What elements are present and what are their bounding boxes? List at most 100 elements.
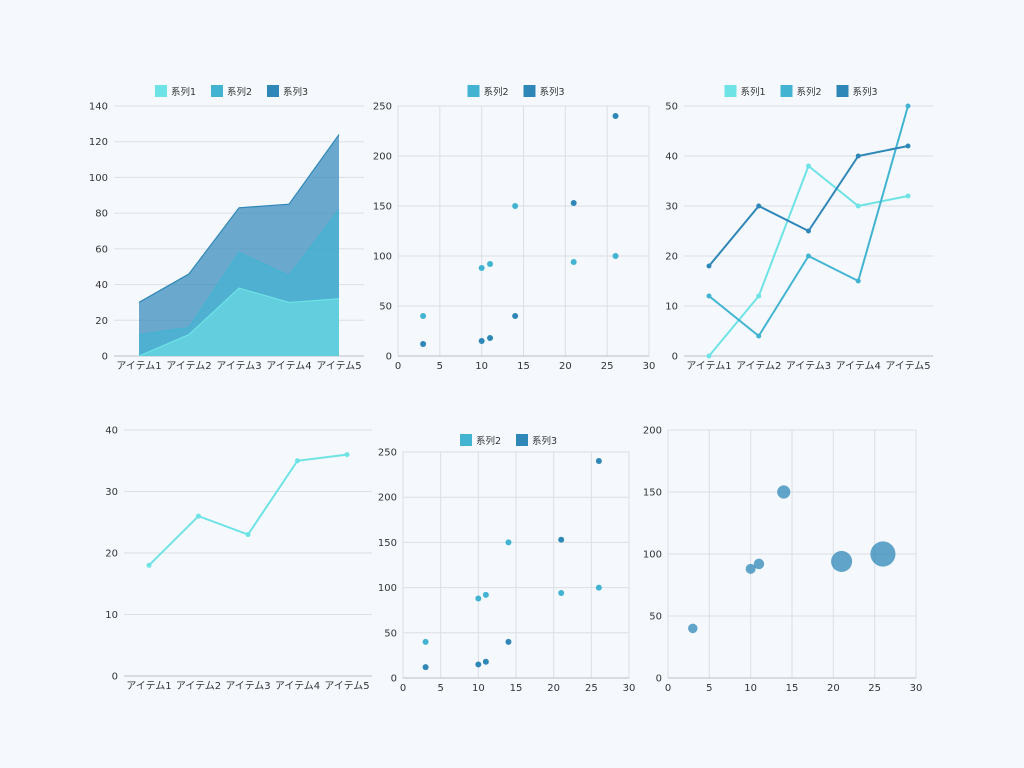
x-tick-label: 0: [665, 683, 671, 694]
x-tick-label: アイテム4: [836, 360, 881, 372]
x-tick-label: アイテム1: [126, 680, 171, 692]
x-tick-label: アイテム5: [316, 360, 361, 372]
x-tick-label: 20: [827, 683, 840, 694]
x-tick-label: 30: [910, 683, 923, 694]
data-point: [196, 513, 201, 519]
area-chart: 0 20 40 60 80 100 120 140 アイテム1 アイテム2 アイテム3 アイテム4 アイ…: [89, 85, 364, 372]
x-tick-label: 15: [510, 683, 523, 694]
scatter-point: [478, 265, 485, 271]
line1-chart: 0 10 20 30 40 アイテム1 アイテム2 アイテム3 アイテム4 アイテム5: [105, 426, 372, 692]
y-tick-label: 40: [105, 426, 118, 437]
y-tick-label: 30: [105, 487, 118, 498]
x-tick-label: 20: [547, 683, 560, 694]
data-point: [855, 203, 861, 209]
x-tick-label: アイテム3: [786, 360, 831, 372]
scatter-point: [475, 595, 482, 602]
x-tick-label: アイテム3: [216, 360, 261, 372]
y-tick-label: 40: [95, 280, 108, 291]
scatter-point: [482, 658, 489, 665]
legend-swatch: [724, 85, 737, 97]
scatter-point: [595, 458, 602, 465]
y-tick-label: 140: [89, 102, 108, 113]
scatter-point: [612, 113, 619, 119]
area-系列1: [139, 288, 339, 356]
data-point: [806, 163, 811, 169]
y-tick-label: 200: [643, 426, 662, 437]
scatter-point: [558, 536, 565, 543]
data-point: [905, 103, 911, 109]
scatter1-chart: 0 50 100 150 200 250 0 5 10 15 20 25 30 系列2 系列3: [373, 85, 655, 372]
data-point: [245, 532, 251, 538]
scatter-point: [558, 590, 565, 597]
scatter-point: [595, 584, 602, 591]
y-tick-label: 30: [665, 202, 678, 213]
scatter-point: [422, 664, 429, 671]
scatter-point: [422, 638, 429, 645]
legend-label: 系列2: [227, 86, 252, 98]
data-point: [756, 203, 762, 209]
x-tick-label: 15: [786, 683, 799, 694]
x-tick-label: 20: [559, 361, 572, 372]
y-tick-label: 50: [665, 102, 678, 113]
x-tick-label: 0: [400, 683, 406, 694]
legend-label: 系列3: [540, 86, 565, 98]
y-tick-label: 120: [89, 137, 108, 148]
bubble: [745, 563, 756, 574]
scatter-point: [420, 313, 427, 319]
y-tick-label: 40: [665, 152, 678, 163]
data-point: [295, 458, 300, 464]
y-tick-label: 50: [649, 612, 662, 623]
legend-swatch: [155, 85, 167, 97]
x-tick-label: アイテム2: [736, 360, 781, 372]
data-point: [855, 278, 861, 284]
x-tick-label: 25: [601, 361, 614, 372]
legend-swatch: [523, 85, 536, 97]
scatter-point: [482, 591, 489, 598]
data-point: [706, 353, 712, 359]
x-tick-label: アイテム1: [116, 360, 161, 372]
legend-swatch: [516, 434, 528, 446]
scatter-point: [512, 203, 519, 209]
legend-swatch: [467, 85, 480, 97]
scatter-point: [420, 341, 427, 347]
legend-label: 系列2: [484, 86, 509, 98]
legend-swatch: [267, 85, 279, 97]
y-tick-label: 250: [378, 448, 397, 459]
series-line: [148, 453, 348, 567]
data-point: [855, 153, 861, 159]
y-tick-label: 0: [391, 674, 397, 685]
area-line-系列1: [138, 287, 340, 357]
data-point: [146, 562, 152, 568]
scatter-point: [505, 638, 512, 645]
x-tick-label: 30: [643, 361, 656, 372]
scatter-point: [487, 335, 494, 341]
bubble: [777, 485, 791, 499]
area-line-系列3: [138, 134, 340, 303]
bubble: [870, 541, 896, 567]
y-tick-label: 150: [643, 488, 662, 499]
x-tick-label: アイテム1: [686, 360, 731, 372]
y-tick-label: 10: [105, 610, 118, 621]
scatter-point: [505, 539, 512, 546]
data-point: [706, 263, 712, 269]
data-point: [706, 293, 712, 299]
y-tick-label: 0: [386, 352, 392, 363]
y-tick-label: 50: [379, 302, 392, 313]
scatter-point: [612, 253, 619, 259]
legend-label: 系列1: [171, 86, 196, 98]
x-tick-label: 5: [437, 683, 443, 694]
y-tick-label: 20: [95, 316, 108, 327]
y-tick-label: 0: [672, 352, 678, 363]
legend-label: 系列1: [741, 86, 766, 98]
y-tick-label: 150: [378, 538, 397, 549]
scatter-point: [570, 200, 577, 206]
y-tick-label: 0: [656, 674, 662, 685]
scatter-point: [487, 261, 494, 267]
data-point: [905, 143, 911, 149]
x-tick-label: 25: [868, 683, 881, 694]
x-tick-label: アイテム4: [275, 680, 320, 692]
y-tick-label: 0: [112, 672, 118, 683]
x-tick-label: 5: [437, 361, 443, 372]
data-point: [756, 333, 762, 339]
